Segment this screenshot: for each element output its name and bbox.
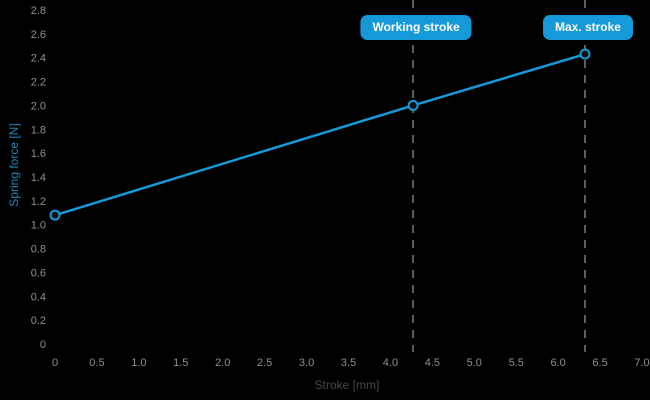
working-stroke-badge: Working stroke (360, 15, 472, 40)
y-tick-label: 0.6 (31, 267, 46, 279)
x-tick-label: 6.5 (592, 357, 607, 369)
x-tick-label: 5.0 (467, 357, 482, 369)
data-point-marker (407, 99, 419, 111)
y-tick-label: 1.0 (31, 220, 46, 232)
x-tick-label: 0.5 (89, 357, 104, 369)
x-tick-label: 4.5 (425, 357, 440, 369)
y-tick-label: 1.8 (31, 124, 46, 136)
y-tick-label: 0 (40, 339, 46, 351)
y-tick-label: 2.2 (31, 77, 46, 89)
data-point-marker (49, 209, 61, 221)
annotation-dashed-lines (412, 0, 586, 352)
x-tick-label: 6.0 (550, 357, 565, 369)
x-tick-label: 2.5 (257, 357, 272, 369)
y-tick-label: 0.8 (31, 244, 46, 256)
x-tick-label: 4.0 (383, 357, 398, 369)
data-series (53, 52, 587, 217)
x-tick-label: 3.0 (299, 357, 314, 369)
x-tick-label: 5.5 (509, 357, 524, 369)
max-stroke-badge: Max. stroke (542, 15, 633, 40)
y-tick-label: 2.6 (31, 29, 46, 41)
x-tick-label: 7.0 (634, 357, 649, 369)
y-axis-tick-labels: 0 0.2 0.4 0.6 0.8 1.0 1.2 1.4 1.6 1.8 2.0 2.2 2.4 2.6… (31, 5, 46, 351)
x-tick-label: 1.0 (131, 357, 146, 369)
x-tick-label: 3.5 (341, 357, 356, 369)
y-tick-label: 0.4 (31, 291, 46, 303)
y-tick-label: 2.0 (31, 100, 46, 112)
data-point-marker (579, 48, 591, 60)
data-point-markers (49, 48, 591, 221)
spring-force-line (53, 52, 587, 217)
x-tick-label: 1.5 (173, 357, 188, 369)
y-tick-label: 1.4 (31, 172, 46, 184)
x-axis-tick-labels: 0 0.5 1.0 1.5 2.0 2.5 3.0 3.5 4.0 4.5 5.0 5.5 6.0 6.5… (52, 357, 650, 369)
y-tick-label: 0.2 (31, 315, 46, 327)
x-tick-label: 0 (52, 357, 58, 369)
y-tick-label: 2.4 (31, 53, 46, 65)
y-tick-label: 1.6 (31, 148, 46, 160)
y-tick-label: 2.8 (31, 5, 46, 17)
x-tick-label: 2.0 (215, 357, 230, 369)
y-axis-label: Spring force [N] (7, 123, 21, 206)
x-axis-label: Stroke [mm] (315, 378, 380, 392)
y-tick-label: 1.2 (31, 196, 46, 208)
